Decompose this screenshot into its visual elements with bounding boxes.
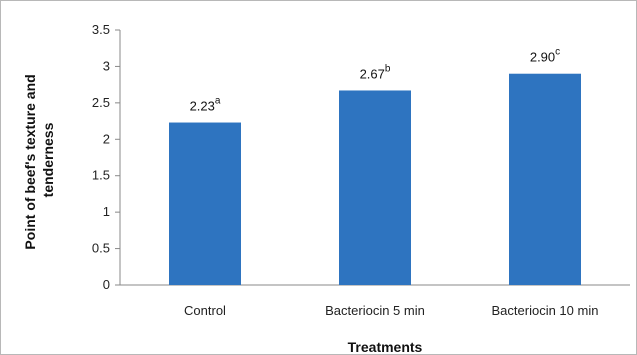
data-label: 2.23a	[190, 96, 221, 114]
data-label-value: 2.23	[190, 99, 215, 114]
y-tick-label: 1.5	[92, 168, 110, 183]
y-tick-label: 3.5	[92, 22, 110, 37]
significance-letter: c	[555, 47, 560, 58]
significance-letter: a	[215, 96, 221, 107]
y-axis-title: Point of beef's texture and tenderness	[22, 70, 56, 249]
bars	[169, 74, 581, 285]
data-label: 2.90c	[530, 47, 560, 65]
y-tick-label: 2	[103, 131, 110, 146]
y-tick-label: 3	[103, 58, 110, 73]
y-tick-labels: 0 0.5 1 1.5 2 2.5 3 3.5	[92, 22, 110, 292]
y-axis-title-line-2: tenderness	[40, 122, 56, 197]
y-tick-label: 2.5	[92, 95, 110, 110]
y-tick-label: 1	[103, 204, 110, 219]
category-label: Control	[184, 303, 226, 318]
data-label-value: 2.90	[530, 50, 555, 65]
category-label: Bacteriocin 10 min	[492, 303, 599, 318]
significance-letter: b	[385, 63, 391, 74]
y-tick-label: 0	[103, 277, 110, 292]
bar	[509, 74, 581, 285]
x-axis-title: Treatments	[348, 339, 423, 355]
data-label: 2.67b	[360, 63, 391, 81]
data-label-value: 2.67	[360, 66, 385, 81]
y-axis-title-line-1: Point of beef's texture and	[22, 74, 38, 249]
y-tick-label: 0.5	[92, 241, 110, 256]
category-label: Bacteriocin 5 min	[325, 303, 425, 318]
bar	[339, 90, 411, 285]
bar	[169, 123, 241, 285]
category-labels: Control Bacteriocin 5 min Bacteriocin 10 m…	[184, 303, 598, 318]
